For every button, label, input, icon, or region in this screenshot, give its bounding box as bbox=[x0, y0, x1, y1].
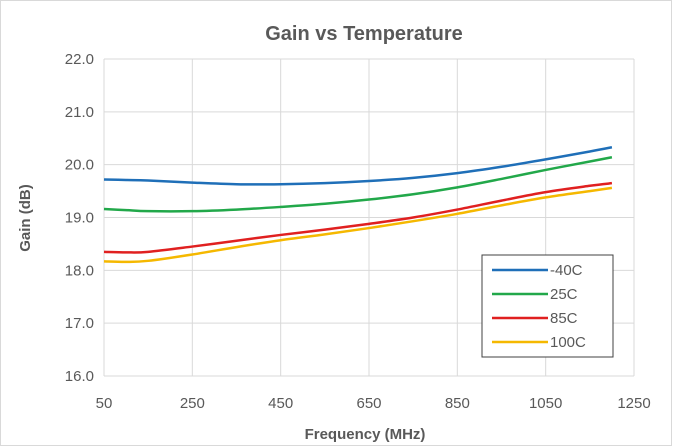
legend-label: 100C bbox=[550, 334, 586, 351]
y-tick-label: 22.0 bbox=[65, 51, 94, 68]
legend-label: 25C bbox=[550, 286, 578, 303]
y-tick-label: 19.0 bbox=[65, 210, 94, 227]
x-tick-label: 1050 bbox=[529, 395, 562, 412]
gridlines bbox=[103, 58, 635, 377]
series-line-100c bbox=[103, 186, 613, 264]
x-tick-label: 250 bbox=[180, 395, 205, 412]
y-tick-label: 17.0 bbox=[65, 315, 94, 332]
legend: -40C 25C 85C 100C bbox=[481, 254, 614, 358]
series-line-25c bbox=[103, 156, 613, 213]
tick-labels: 16.0 17.0 18.0 19.0 20.0 21.0 22.0 50 250 450 650 8… bbox=[65, 51, 651, 412]
y-axis-title: Gain (dB) bbox=[17, 184, 34, 252]
x-tick-label: 450 bbox=[268, 395, 293, 412]
chart-title: Gain vs Temperature bbox=[265, 23, 462, 45]
y-tick-label: 21.0 bbox=[65, 104, 94, 121]
y-tick-label: 16.0 bbox=[65, 368, 94, 385]
x-tick-label: 850 bbox=[445, 395, 470, 412]
x-tick-label: 650 bbox=[356, 395, 381, 412]
y-tick-label: 20.0 bbox=[65, 157, 94, 174]
legend-box bbox=[481, 254, 614, 358]
legend-label: 85C bbox=[550, 310, 578, 327]
x-tick-label: 1250 bbox=[617, 395, 650, 412]
series-line-85c bbox=[103, 181, 613, 254]
series-lines bbox=[103, 146, 613, 264]
legend-label: -40C bbox=[550, 262, 583, 279]
x-tick-label: 50 bbox=[96, 395, 113, 412]
y-tick-label: 18.0 bbox=[65, 262, 94, 279]
x-axis-title: Frequency (MHz) bbox=[305, 426, 426, 443]
series-line--40c bbox=[103, 146, 613, 186]
